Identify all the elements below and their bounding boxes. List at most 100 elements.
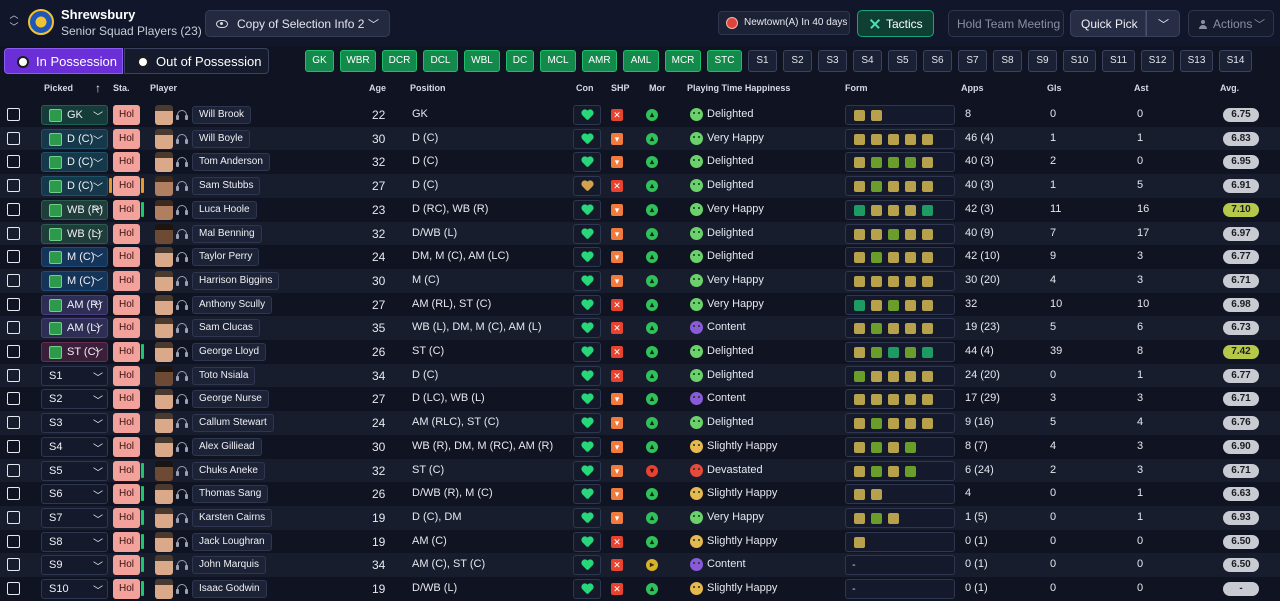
position-chip-s12[interactable]: S12: [1141, 50, 1174, 72]
col-form[interactable]: Form: [845, 83, 868, 93]
row-checkbox[interactable]: [7, 439, 20, 453]
picked-selector[interactable]: S8 ﹀: [41, 531, 108, 552]
player-name[interactable]: Taylor Perry: [192, 248, 260, 267]
picked-selector[interactable]: S3 ﹀: [41, 413, 108, 434]
player-name[interactable]: Karsten Cairns: [192, 508, 273, 527]
status-badge[interactable]: Hol: [113, 247, 140, 268]
row-checkbox[interactable]: [7, 416, 20, 430]
status-badge[interactable]: Hol: [113, 342, 140, 362]
row-checkbox[interactable]: [7, 108, 20, 121]
row-checkbox[interactable]: [7, 582, 20, 595]
player-name[interactable]: Isaac Godwin: [192, 580, 267, 598]
position-chip-aml[interactable]: AML: [623, 50, 659, 72]
position-chip-amr[interactable]: AMR: [582, 50, 617, 72]
table-row[interactable]: S2 ﹀ Hol George Nurse 27 D (LC), WB (L) ▾ ▴ Cont…: [0, 387, 1280, 411]
col-gls[interactable]: Gls: [1047, 83, 1062, 93]
table-row[interactable]: S1 ﹀ Hol Toto Nsiala 34 D (C) ✕ ▴ Delighted 24 (2…: [0, 363, 1280, 388]
table-row[interactable]: S5 ﹀ Hol Chuks Aneke 32 ST (C) ▾ ▾ Devastated 6 (…: [0, 458, 1280, 483]
picked-selector[interactable]: M (C) ﹀: [41, 247, 108, 268]
status-badge[interactable]: Hol: [113, 105, 140, 125]
player-name[interactable]: Callum Stewart: [192, 414, 274, 433]
picked-selector[interactable]: S4 ﹀: [41, 436, 108, 457]
player-name[interactable]: Harrison Biggins: [192, 271, 280, 290]
position-chip-mcr[interactable]: MCR: [665, 50, 701, 72]
col-apps[interactable]: Apps: [961, 83, 984, 93]
status-badge[interactable]: Hol: [113, 318, 140, 339]
position-chip-dc[interactable]: DC: [506, 50, 534, 72]
picked-selector[interactable]: D (C) ﹀: [41, 152, 108, 173]
status-badge[interactable]: Hol: [113, 389, 140, 410]
table-row[interactable]: M (C) ﹀ Hol Taylor Perry 24 DM, M (C), AM (LC…: [0, 245, 1280, 269]
player-name[interactable]: Jack Loughran: [192, 532, 272, 551]
picked-selector[interactable]: AM (L) ﹀: [41, 318, 108, 339]
player-name[interactable]: Sam Clucas: [192, 319, 260, 338]
picked-selector[interactable]: GK ﹀: [41, 105, 108, 125]
player-name[interactable]: George Nurse: [192, 390, 269, 409]
player-name[interactable]: Sam Stubbs: [192, 177, 261, 196]
picked-selector[interactable]: AM (R) ﹀: [41, 294, 108, 315]
table-row[interactable]: GK ﹀ Hol Will Brook 22 GK ✕ ▴ Delighted 8 0 0 6.75: [0, 103, 1280, 127]
position-chip-wbr[interactable]: WBR: [340, 50, 376, 72]
position-chip-s14[interactable]: S14: [1219, 50, 1252, 72]
position-chip-s9[interactable]: S9: [1028, 50, 1057, 72]
table-row[interactable]: WB (L) ﹀ Hol Mal Benning 32 D/WB (L) ▾ ▴ Delight…: [0, 221, 1280, 246]
position-chip-gk[interactable]: GK: [305, 50, 334, 72]
status-badge[interactable]: Hol: [113, 223, 140, 244]
picked-selector[interactable]: S5 ﹀: [41, 460, 108, 481]
row-checkbox[interactable]: [7, 131, 20, 145]
position-chip-s11[interactable]: S11: [1102, 50, 1135, 72]
status-badge[interactable]: Hol: [113, 152, 140, 173]
table-row[interactable]: S7 ﹀ Hol Karsten Cairns 19 D (C), DM ▾ ▴ Very Ha…: [0, 505, 1280, 530]
sort-arrow-up-icon[interactable]: ↑: [95, 81, 101, 95]
player-name[interactable]: John Marquis: [192, 556, 267, 575]
table-row[interactable]: AM (L) ﹀ Hol Sam Clucas 35 WB (L), DM, M (C),…: [0, 316, 1280, 340]
table-row[interactable]: D (C) ﹀ Hol Tom Anderson 32 D (C) ▾ ▴ Delighted 4…: [0, 150, 1280, 174]
tab-out-of-possession[interactable]: Out of Possession: [124, 48, 269, 74]
player-name[interactable]: Will Brook: [192, 106, 252, 124]
picked-selector[interactable]: WB (R) ﹀: [41, 199, 108, 220]
row-checkbox[interactable]: [7, 273, 20, 287]
quick-pick-dropdown-button[interactable]: ﹀: [1146, 10, 1180, 37]
position-chip-s4[interactable]: S4: [853, 50, 882, 72]
row-checkbox[interactable]: [7, 321, 20, 335]
row-checkbox[interactable]: [7, 297, 20, 311]
position-chip-wbl[interactable]: WBL: [464, 50, 500, 72]
player-name[interactable]: Will Boyle: [192, 129, 250, 148]
table-row[interactable]: M (C) ﹀ Hol Harrison Biggins 30 M (C) ▾ ▴ Very H…: [0, 268, 1280, 293]
status-badge[interactable]: Hol: [113, 460, 140, 481]
position-chip-s5[interactable]: S5: [888, 50, 917, 72]
picked-selector[interactable]: S9 ﹀: [41, 555, 108, 576]
status-badge[interactable]: Hol: [113, 531, 140, 552]
table-row[interactable]: S4 ﹀ Hol Alex Gilliead 30 WB (R), DM, M (RC),…: [0, 435, 1280, 459]
table-row[interactable]: S6 ﹀ Hol Thomas Sang 26 D/WB (R), M (C) ▾ ▴ Slig…: [0, 482, 1280, 506]
picked-selector[interactable]: WB (L) ﹀: [41, 223, 108, 244]
col-picked[interactable]: Picked: [44, 83, 74, 93]
position-chip-s8[interactable]: S8: [993, 50, 1022, 72]
position-chip-dcl[interactable]: DCL: [423, 50, 458, 72]
status-badge[interactable]: Hol: [113, 555, 140, 576]
row-checkbox[interactable]: [7, 179, 20, 193]
picked-selector[interactable]: S10 ﹀: [41, 579, 108, 599]
table-row[interactable]: D (C) ﹀ Hol Will Boyle 30 D (C) ▾ ▴ Very Happy 46…: [0, 126, 1280, 151]
player-name[interactable]: Luca Hoole: [192, 200, 257, 219]
col-position[interactable]: Position: [410, 83, 446, 93]
row-checkbox[interactable]: [7, 392, 20, 406]
hold-team-meeting-button[interactable]: Hold Team Meeting: [948, 10, 1064, 37]
row-checkbox[interactable]: [7, 250, 20, 264]
table-row[interactable]: AM (R) ﹀ Hol Anthony Scully 27 AM (RL), ST (C…: [0, 293, 1280, 317]
row-checkbox[interactable]: [7, 345, 20, 358]
status-badge[interactable]: Hol: [113, 484, 140, 505]
picked-selector[interactable]: S1 ﹀: [41, 365, 108, 386]
player-name[interactable]: Anthony Scully: [192, 295, 273, 314]
position-chip-s7[interactable]: S7: [958, 50, 987, 72]
picked-selector[interactable]: S6 ﹀: [41, 484, 108, 505]
actions-button[interactable]: Actions ﹀: [1188, 10, 1274, 37]
picked-selector[interactable]: S7 ﹀: [41, 507, 108, 528]
position-chip-s10[interactable]: S10: [1063, 50, 1096, 72]
status-badge[interactable]: Hol: [113, 365, 140, 386]
picked-selector[interactable]: ST (C) ﹀: [41, 342, 108, 362]
col-ast[interactable]: Ast: [1134, 83, 1149, 93]
position-chip-dcr[interactable]: DCR: [382, 50, 417, 72]
player-name[interactable]: Mal Benning: [192, 224, 262, 243]
col-shp[interactable]: SHP: [611, 83, 630, 93]
